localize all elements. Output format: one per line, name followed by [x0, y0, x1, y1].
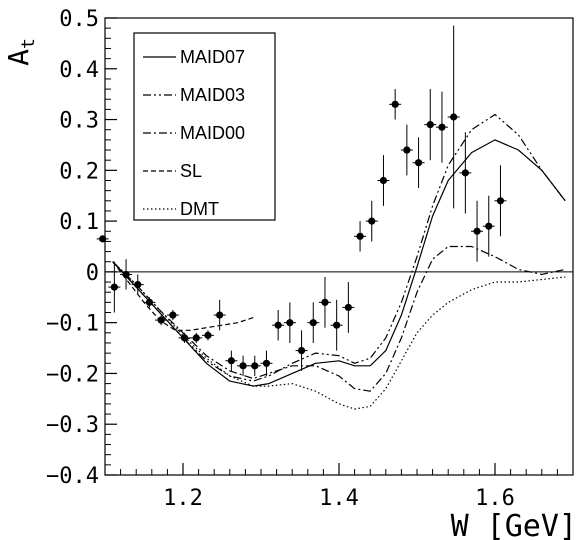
legend-label-sl: SL	[180, 161, 202, 181]
data-point	[169, 311, 177, 319]
data-point	[403, 146, 411, 154]
data-point	[461, 169, 469, 177]
data-point	[286, 319, 294, 327]
data-point	[262, 359, 271, 367]
data-point	[134, 280, 142, 289]
legend-label-maid00: MAID00	[180, 123, 245, 143]
x-tick-label: 1.6	[475, 486, 515, 511]
data-point	[192, 334, 200, 342]
data-point	[227, 357, 235, 365]
y-tick-label: −0.3	[46, 413, 99, 438]
data-point	[204, 331, 212, 339]
data-point	[391, 100, 399, 108]
curve-sl	[112, 261, 254, 331]
data-point	[216, 311, 224, 319]
y-tick-label: −0.1	[46, 312, 99, 337]
y-tick-label: −0.2	[46, 362, 99, 387]
x-tick-label: 1.2	[163, 486, 203, 511]
data-point	[180, 334, 189, 342]
y-tick-label: 0.5	[59, 7, 99, 32]
curve-dmt	[112, 261, 566, 410]
data-point	[379, 176, 388, 185]
legend-label-maid03: MAID03	[180, 85, 245, 105]
data-point	[450, 113, 458, 121]
data-point	[473, 227, 481, 235]
y-tick-label: 0.1	[59, 210, 99, 235]
data-point	[274, 321, 282, 329]
curve-maid07	[112, 139, 566, 387]
legend-box	[133, 32, 276, 221]
data-point	[145, 298, 154, 306]
y-tick-label: 0.4	[59, 58, 99, 83]
y-axis-title: At	[2, 38, 39, 66]
y-tick-label: 0.3	[59, 109, 99, 134]
data-point	[344, 303, 352, 312]
data-point	[239, 362, 247, 370]
data-point	[496, 197, 505, 205]
y-tick-label: 0	[86, 261, 99, 286]
legend: MAID07 MAID03 MAID00 SL DMT	[133, 32, 276, 221]
data-point	[485, 222, 493, 230]
data-point	[438, 123, 446, 131]
data-point	[414, 159, 423, 167]
plot-area: −0.4 −0.3 −0.2 −0.1 0 0.1 0.2 0.3 0.4 0.5 1.2 1.4 1.…	[46, 7, 574, 511]
x-tick-label: 1.4	[319, 486, 359, 511]
curve-maid03	[112, 113, 566, 382]
data-point	[99, 235, 107, 243]
data-point	[356, 232, 364, 240]
legend-label-maid07: MAID07	[180, 47, 245, 67]
data-point	[297, 346, 306, 355]
legend-label-dmt: DMT	[180, 199, 219, 219]
data-point	[122, 270, 130, 279]
data-point	[110, 283, 118, 291]
data-point	[251, 362, 259, 370]
data-point	[309, 319, 317, 327]
data-point	[157, 316, 165, 324]
data-point	[426, 121, 434, 129]
y-tick-label: 0.2	[59, 159, 99, 184]
y-tick-label: −0.4	[46, 464, 99, 489]
data-point	[333, 321, 341, 329]
data-point	[321, 298, 329, 306]
x-axis-title: W [GeV]	[451, 509, 577, 540]
curve-maid00	[112, 245, 566, 392]
data-point	[368, 217, 376, 225]
